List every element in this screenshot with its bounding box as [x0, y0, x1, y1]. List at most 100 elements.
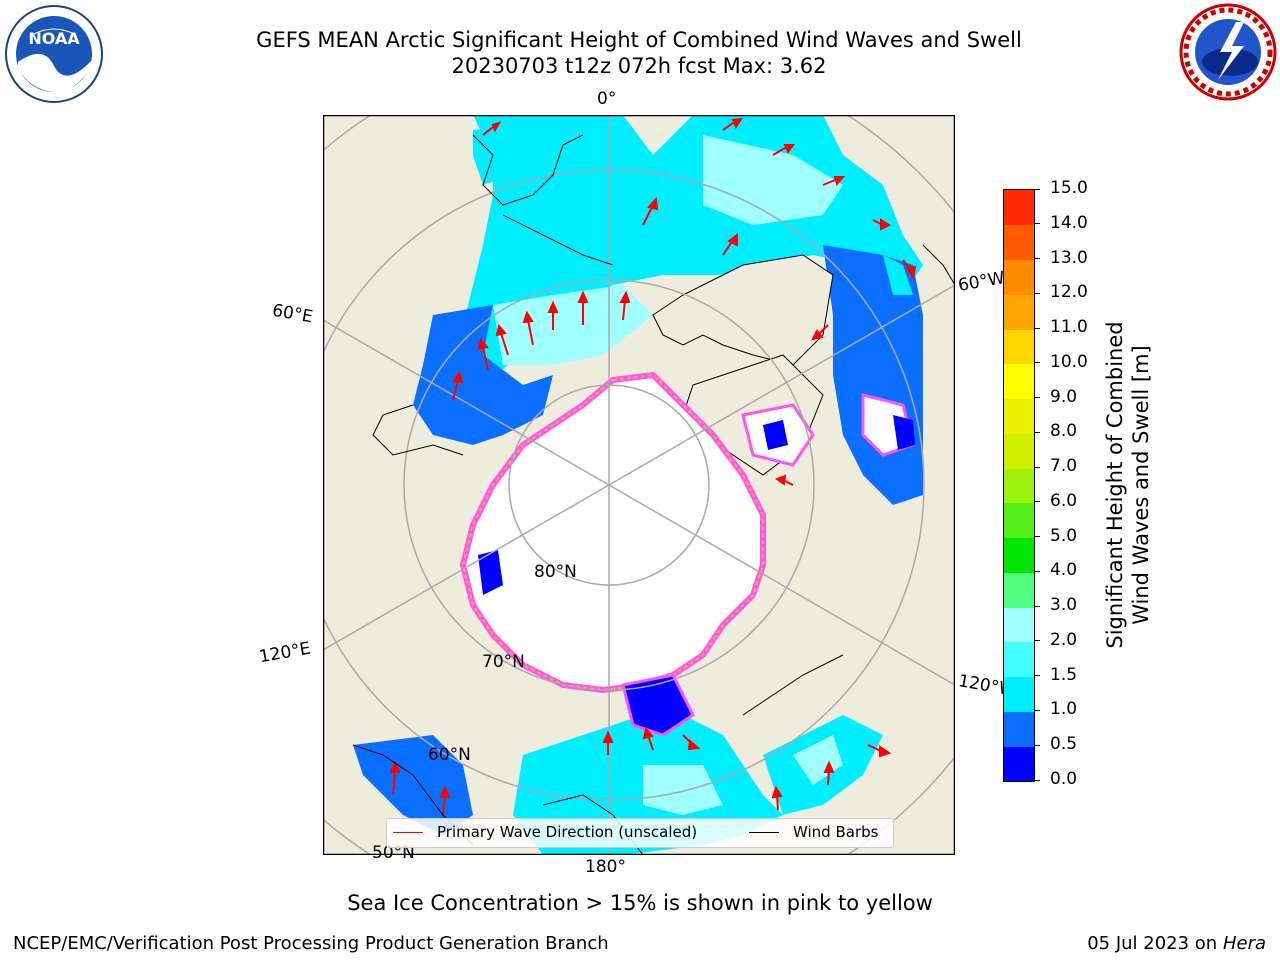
colorbar-tick-mark	[1034, 779, 1040, 781]
sea-ice-note: Sea Ice Concentration > 15% is shown in …	[347, 891, 933, 915]
meridian-120e	[323, 484, 610, 651]
colorbar-tick-label: 11.0	[1050, 317, 1088, 338]
colorbar-label-line1: Significant Height of Combined	[1103, 321, 1127, 649]
colorbar-tick-mark	[1034, 675, 1040, 677]
colorbar-segment	[1004, 190, 1034, 226]
colorbar-tick-label: 4.0	[1050, 560, 1078, 581]
colorbar-segment	[1004, 746, 1034, 782]
colorbar-tick-label: 2.0	[1050, 629, 1078, 650]
chart-subtitle: 20230703 t12z 072h fcst Max: 3.62	[451, 54, 827, 78]
nws-logo	[1179, 3, 1277, 101]
colorbar-tick-label: 13.0	[1050, 247, 1088, 268]
colorbar-tick-label: 12.0	[1050, 282, 1088, 303]
colorbar-tick-label: 5.0	[1050, 525, 1078, 546]
colorbar-segment	[1004, 468, 1034, 504]
colorbar-tick-mark	[1034, 223, 1040, 225]
noaa-logo-text: NOAA	[28, 29, 80, 48]
colorbar-segment	[1004, 363, 1034, 400]
colorbar-segment	[1004, 641, 1034, 678]
colorbar-tick-mark	[1034, 292, 1040, 294]
map-panel	[322, 114, 956, 856]
chart-title: GEFS MEAN Arctic Significant Height of C…	[256, 28, 1022, 52]
footer-branch: NCEP/EMC/Verification Post Processing Pr…	[13, 933, 609, 954]
lon-label-60e: 60°E	[270, 300, 315, 328]
colorbar-tick-mark	[1034, 258, 1040, 260]
ocean-high-swell	[703, 135, 843, 225]
lon-label-60w: 60°W	[956, 268, 1007, 296]
meridian-60e	[323, 319, 610, 486]
meridian-120w	[608, 484, 955, 686]
map-legend: Primary Wave Direction (unscaled) Wind B…	[386, 818, 894, 848]
lat-label-60n: 60°N	[428, 745, 471, 765]
lat-label-70n: 70°N	[482, 652, 525, 672]
colorbar-tick-mark	[1034, 188, 1040, 190]
colorbar-tick-label: 15.0	[1050, 178, 1088, 198]
colorbar-ticks: 0.0 0.5 1.0 1.5 2.0 3.0 4.0 5.0 6.0 7.0 8.0 9.0 10.0…	[1034, 178, 1094, 789]
lon-label-120e: 120°E	[257, 638, 313, 668]
colorbar-segment	[1004, 259, 1034, 295]
colorbar-segment	[1004, 572, 1034, 608]
ocean-barents-low	[413, 305, 553, 445]
colorbar-tick-label: 9.0	[1050, 386, 1078, 407]
lon-label-180: 180°	[585, 857, 626, 877]
ocean-laptev-low	[478, 550, 503, 595]
colorbar-segment	[1004, 502, 1034, 539]
colorbar-tick-mark	[1034, 327, 1040, 329]
lon-label-0: 0°	[597, 89, 617, 109]
colorbar-tick-mark	[1034, 362, 1040, 364]
colorbar-tick-mark	[1034, 570, 1040, 572]
colorbar-tick-label: 1.5	[1050, 664, 1078, 685]
lat-label-50n: 50°N	[372, 843, 415, 863]
wave-arrows	[389, 117, 917, 816]
colorbar-segment	[1004, 676, 1034, 712]
legend-barbs-swatch	[749, 832, 779, 833]
legend-primary-label: Primary Wave Direction (unscaled)	[437, 823, 698, 841]
colorbar-tick-mark	[1034, 501, 1040, 503]
colorbar-tick-mark	[1034, 431, 1040, 433]
colorbar-tick-mark	[1034, 397, 1040, 399]
legend-primary-swatch	[393, 832, 423, 833]
colorbar-tick-label: 10.0	[1050, 351, 1088, 372]
colorbar	[1003, 189, 1035, 782]
graticule	[323, 115, 955, 855]
ocean-bering-high	[643, 765, 723, 815]
colorbar-segment	[1004, 224, 1034, 260]
ocean-archipelago-low	[763, 420, 788, 450]
colorbar-label-line2: Wind Waves and Swell [m]	[1129, 345, 1153, 625]
colorbar-tick-mark	[1034, 466, 1040, 468]
colorbar-segment	[1004, 711, 1034, 747]
footer-date: 05 Jul 2023 on Hera	[1087, 933, 1266, 954]
coastlines	[352, 134, 955, 855]
colorbar-tick-label: 8.0	[1050, 421, 1078, 442]
ocean-davis-strait	[883, 255, 913, 295]
colorbar-segment	[1004, 433, 1034, 469]
colorbar-tick-label: 7.0	[1050, 456, 1078, 477]
noaa-logo: NOAA	[5, 5, 103, 103]
colorbar-segment	[1004, 294, 1034, 330]
colorbar-tick-mark	[1034, 744, 1040, 746]
colorbar-tick-label: 6.0	[1050, 490, 1078, 511]
colorbar-tick-label: 0.5	[1050, 734, 1078, 755]
polar-map	[322, 114, 956, 856]
colorbar-tick-label: 1.0	[1050, 699, 1078, 720]
colorbar-segment	[1004, 537, 1034, 573]
colorbar-tick-mark	[1034, 536, 1040, 538]
ocean-chukchi	[621, 673, 695, 737]
colorbar-tick-label: 0.0	[1050, 769, 1078, 789]
legend-barbs-label: Wind Barbs	[793, 823, 879, 841]
colorbar-segment	[1004, 329, 1034, 365]
lat-label-80n: 80°N	[534, 562, 577, 582]
colorbar-tick-mark	[1034, 605, 1040, 607]
colorbar-tick-label: 14.0	[1050, 212, 1088, 233]
colorbar-segment	[1004, 607, 1034, 643]
colorbar-tick-mark	[1034, 709, 1040, 711]
ocean-baffin-low	[893, 415, 915, 450]
colorbar-segment	[1004, 398, 1034, 434]
meridian-60w	[608, 284, 955, 486]
footer-date-text: 05 Jul 2023 on	[1087, 933, 1223, 954]
colorbar-tick-label: 3.0	[1050, 595, 1078, 616]
colorbar-tick-mark	[1034, 640, 1040, 642]
footer-machine: Hera	[1222, 933, 1266, 954]
sea-ice-edge	[461, 373, 764, 692]
map-border	[322, 114, 956, 856]
